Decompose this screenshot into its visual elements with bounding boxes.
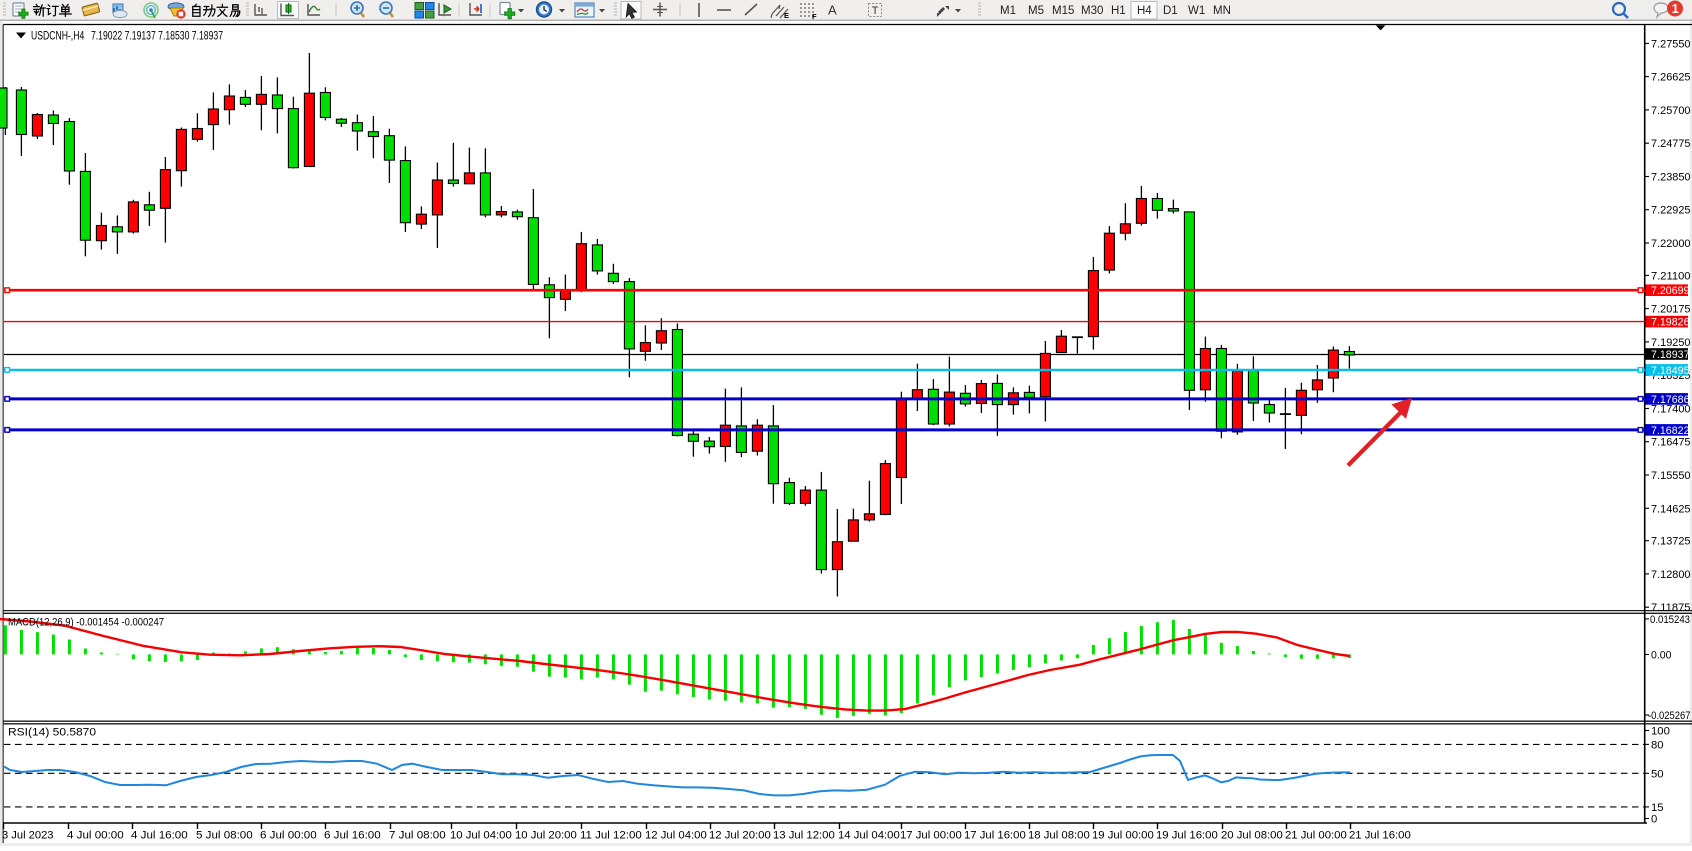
svg-text:12 Jul 20:00: 12 Jul 20:00 (709, 830, 771, 842)
svg-text:A: A (828, 3, 837, 18)
svg-text:50: 50 (1651, 768, 1664, 780)
svg-text:MACD(12,26,9) -0.001454 -0.000: MACD(12,26,9) -0.001454 -0.000247 (8, 617, 164, 629)
svg-text:0.00: 0.00 (1651, 650, 1672, 662)
svg-text:7.22925: 7.22925 (1651, 205, 1691, 217)
svg-text:7.25700: 7.25700 (1651, 105, 1691, 117)
svg-text:7.19250: 7.19250 (1651, 337, 1691, 349)
svg-text:7.20175: 7.20175 (1651, 304, 1691, 316)
svg-text:W1: W1 (1188, 5, 1205, 17)
svg-text:7.18495: 7.18495 (1651, 365, 1690, 377)
svg-text:11 Jul 12:00: 11 Jul 12:00 (580, 830, 642, 842)
svg-text:7.16475: 7.16475 (1651, 437, 1691, 449)
svg-text:17 Jul 00:00: 17 Jul 00:00 (900, 830, 962, 842)
svg-text:-0.025267: -0.025267 (1648, 710, 1691, 722)
svg-text:D1: D1 (1163, 5, 1178, 17)
svg-text:19 Jul 16:00: 19 Jul 16:00 (1156, 830, 1218, 842)
svg-text:7 Jul 08:00: 7 Jul 08:00 (389, 830, 446, 842)
svg-text:7.13725: 7.13725 (1651, 536, 1691, 548)
svg-text:13 Jul 12:00: 13 Jul 12:00 (773, 830, 835, 842)
svg-text:4 Jul 00:00: 4 Jul 00:00 (67, 830, 124, 842)
svg-text:5 Jul 08:00: 5 Jul 08:00 (196, 830, 253, 842)
svg-text:100: 100 (1651, 726, 1670, 738)
svg-text:7.12800: 7.12800 (1651, 569, 1691, 581)
svg-text:0: 0 (1651, 814, 1657, 826)
svg-text:21 Jul 00:00: 21 Jul 00:00 (1285, 830, 1347, 842)
svg-text:1: 1 (1672, 2, 1679, 16)
svg-text:7.18937: 7.18937 (1651, 349, 1690, 361)
svg-text:20 Jul 08:00: 20 Jul 08:00 (1221, 830, 1283, 842)
svg-text:7.21100: 7.21100 (1651, 270, 1691, 282)
svg-text:12 Jul 04:00: 12 Jul 04:00 (645, 830, 707, 842)
svg-text:7.15550: 7.15550 (1651, 470, 1691, 482)
svg-text:18 Jul 08:00: 18 Jul 08:00 (1028, 830, 1090, 842)
svg-text:0.015243: 0.015243 (1650, 614, 1690, 626)
svg-text:7.16822: 7.16822 (1651, 425, 1690, 437)
svg-text:7.17400: 7.17400 (1651, 404, 1691, 416)
svg-text:3 Jul 2023: 3 Jul 2023 (2, 830, 54, 842)
svg-text:7.14625: 7.14625 (1651, 503, 1691, 515)
svg-text:19 Jul 00:00: 19 Jul 00:00 (1092, 830, 1154, 842)
svg-text:7.27550: 7.27550 (1651, 38, 1691, 50)
svg-text:H1: H1 (1111, 5, 1126, 17)
svg-text:M15: M15 (1052, 5, 1074, 17)
svg-text:6 Jul 16:00: 6 Jul 16:00 (324, 830, 381, 842)
svg-text:T: T (872, 5, 879, 17)
svg-text:F: F (812, 12, 817, 21)
svg-text:10 Jul 04:00: 10 Jul 04:00 (450, 830, 512, 842)
svg-text:15: 15 (1651, 802, 1664, 814)
svg-text:14 Jul 04:00: 14 Jul 04:00 (838, 830, 900, 842)
svg-text:7.26625: 7.26625 (1651, 72, 1691, 84)
svg-text:H4: H4 (1137, 5, 1152, 17)
svg-text:7.22000: 7.22000 (1651, 238, 1691, 250)
svg-text:7.17686: 7.17686 (1651, 394, 1690, 406)
svg-text:M1: M1 (1000, 5, 1016, 17)
svg-text:17 Jul 16:00: 17 Jul 16:00 (964, 830, 1026, 842)
svg-text:10 Jul 20:00: 10 Jul 20:00 (515, 830, 577, 842)
svg-text:7.24775: 7.24775 (1651, 138, 1691, 150)
svg-text:7.23850: 7.23850 (1651, 172, 1691, 184)
svg-text:E: E (784, 11, 789, 20)
svg-text:7.19826: 7.19826 (1651, 317, 1690, 329)
svg-text:M5: M5 (1028, 5, 1044, 17)
svg-text:80: 80 (1651, 739, 1664, 751)
svg-text:4 Jul 16:00: 4 Jul 16:00 (131, 830, 188, 842)
svg-text:21 Jul 16:00: 21 Jul 16:00 (1349, 830, 1411, 842)
svg-text:7.20699: 7.20699 (1651, 285, 1690, 297)
svg-text:M30: M30 (1081, 5, 1103, 17)
svg-text:USDCNH-,H4 7.19022 7.19137 7.: USDCNH-,H4 7.19022 7.19137 7.18530 7.189… (31, 30, 223, 43)
svg-text:MN: MN (1213, 5, 1231, 17)
svg-text:RSI(14) 50.5870: RSI(14) 50.5870 (8, 727, 96, 739)
svg-text:7.11875: 7.11875 (1651, 602, 1691, 614)
svg-text:6 Jul 00:00: 6 Jul 00:00 (260, 830, 317, 842)
